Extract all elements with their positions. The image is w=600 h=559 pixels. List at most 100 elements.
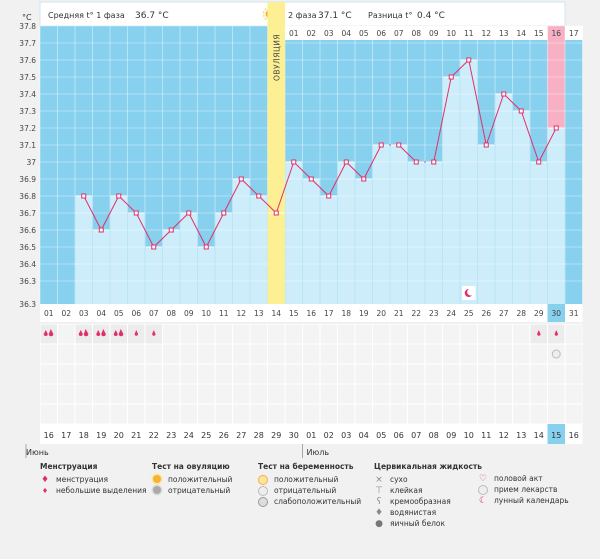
symbol-cell — [513, 404, 530, 424]
temperature-chart: Средняя t° 1 фаза 36.7 °C 2 фаза 37.1 °C… — [19, 1, 583, 458]
phase2-day-number: 14 — [516, 29, 526, 38]
symbol-cell — [390, 364, 407, 384]
symbol-cell — [93, 384, 110, 404]
symbol-cell — [495, 344, 512, 364]
symbol-cell — [355, 404, 372, 424]
sun-negative-icon — [153, 485, 161, 494]
drop-icon: ♦ — [41, 486, 49, 495]
temperature-bar — [128, 213, 145, 304]
symbol-cell — [180, 324, 197, 344]
temperature-point — [186, 210, 192, 216]
y-tick-label: 36.4 — [19, 260, 36, 269]
creamy-icon: ʕ — [376, 496, 382, 507]
moon-shadow — [467, 288, 475, 296]
phase1-label: Средняя t° 1 фаза — [48, 11, 125, 20]
symbol-cell — [303, 324, 320, 344]
cycle-day-label: 18 — [341, 309, 351, 318]
legend-other-item: прием лекарств — [494, 485, 558, 494]
temperature-bar — [233, 179, 250, 304]
date-label: 18 — [79, 431, 89, 440]
cycle-day-label: 03 — [79, 309, 89, 318]
symbol-cell — [425, 364, 442, 384]
temperature-bar — [215, 213, 232, 304]
symbol-cell — [408, 324, 425, 344]
symbol-cell — [373, 384, 390, 404]
symbol-cell — [180, 404, 197, 424]
cycle-day-label: 04 — [96, 309, 106, 318]
date-label: 04 — [359, 431, 369, 440]
legend: Менструация ♦ менструация ♦ небольшие выде… — [40, 462, 580, 552]
symbol-cell — [478, 324, 495, 344]
symbol-cell — [233, 404, 250, 424]
symbol-cell — [460, 404, 477, 424]
date-label: 29 — [271, 431, 281, 440]
header-box — [39, 1, 566, 27]
symbol-cell — [163, 344, 180, 364]
symbol-cell — [40, 404, 57, 424]
symbol-cell — [408, 384, 425, 404]
symbol-cell — [513, 384, 530, 404]
legend-menstruation: Менструация ♦ менструация ♦ небольшие выде… — [40, 462, 147, 496]
temperature-point — [221, 210, 227, 216]
symbol-cell — [233, 364, 250, 384]
temperature-point — [413, 159, 419, 165]
symbol-cell — [268, 384, 285, 404]
legend-pregnancy-item: отрицательный — [274, 486, 337, 495]
symbol-cell — [338, 364, 355, 384]
date-label: 17 — [61, 431, 71, 440]
symbol-cell — [233, 384, 250, 404]
cycle-day-label: 25 — [464, 309, 474, 318]
symbol-cell — [355, 364, 372, 384]
cycle-day-label: 21 — [394, 309, 404, 318]
symbol-cell — [565, 364, 582, 384]
symbol-cell — [390, 344, 407, 364]
cycle-day-label: 30 — [551, 309, 561, 318]
symbol-cell — [250, 384, 267, 404]
symbol-cell — [373, 404, 390, 424]
symbol-cell — [268, 344, 285, 364]
legend-menstruation-item: менструация — [56, 475, 108, 484]
temperature-point — [273, 210, 279, 216]
temperature-point — [501, 91, 507, 97]
y-tick-label: 37.4 — [19, 90, 36, 99]
symbol-cell — [303, 364, 320, 384]
phase2-day-number: 16 — [551, 29, 561, 38]
sun-positive-icon — [153, 474, 161, 483]
symbol-cell — [320, 344, 337, 364]
y-tick-label: 36.3 — [19, 277, 36, 286]
cycle-day-label: 26 — [481, 309, 491, 318]
drop-icon — [83, 329, 89, 337]
symbol-cell — [565, 344, 582, 364]
symbol-cell — [320, 384, 337, 404]
symbol-cell — [303, 404, 320, 424]
watery-icon: ♦ — [374, 507, 384, 518]
temperature-point — [553, 125, 559, 131]
symbol-cell — [390, 384, 407, 404]
cycle-day-label: 20 — [376, 309, 386, 318]
drop-icon — [113, 330, 118, 336]
temperature-bar — [425, 162, 442, 304]
symbol-cell — [513, 364, 530, 384]
cycle-day-label: 02 — [61, 309, 71, 318]
y-tick-label: 37.6 — [19, 56, 36, 65]
symbol-cell — [320, 324, 337, 344]
phase2-day-number: 07 — [394, 29, 404, 38]
symbol-cell — [110, 404, 127, 424]
temperature-bar — [75, 196, 92, 304]
temperature-point — [378, 142, 384, 148]
date-label: 02 — [324, 431, 334, 440]
symbol-cell — [128, 364, 145, 384]
temperature-point — [133, 210, 139, 216]
cycle-day-label: 12 — [236, 309, 246, 318]
symbol-cell — [338, 404, 355, 424]
symbol-cell — [198, 384, 215, 404]
test-positive-icon — [258, 474, 268, 485]
drop-icon — [48, 329, 54, 337]
y-axis-ticks: 37.8 37.7 37.6 37.5 37.4 37.3 37.2 37.1 37 36.9 36… — [19, 22, 36, 309]
symbol-cell — [93, 364, 110, 384]
symbol-cell — [390, 404, 407, 424]
date-label: 01 — [306, 431, 316, 440]
symbol-cell — [145, 384, 162, 404]
drop-icon — [134, 330, 139, 336]
legend-other-item: лунный календарь — [494, 496, 569, 505]
